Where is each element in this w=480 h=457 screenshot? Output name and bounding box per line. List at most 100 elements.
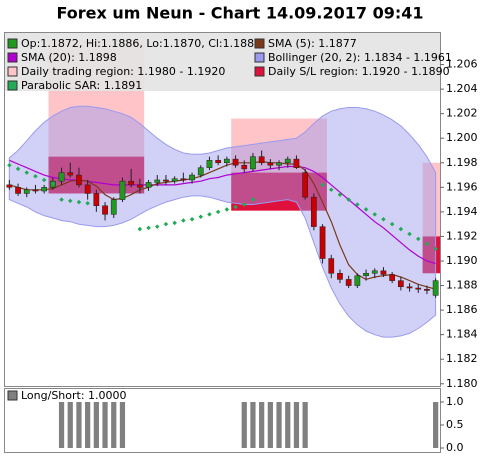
chart-title: Forex um Neun - Chart 14.09.2017 09:41 [56,4,423,23]
y-tick-label: 1.204 [446,82,478,95]
candle-body [371,270,378,274]
legend-label: Op:1.1872, Hi:1.1886, Lo:1.1870, Cl:1.18… [21,37,261,50]
candle-body [76,174,82,186]
candle-body [119,180,126,200]
bar [111,402,117,448]
sar-dot [85,201,90,206]
y-tick-label: 0.0 [446,441,464,454]
candle-body [397,280,404,288]
candle-body [284,158,291,164]
overlay-layer: 1.180 1.182 1.184 1.186 1.188 1.190 1.192 1.194… [5,33,478,454]
legend-label: Daily S/L region: 1.1920 - 1.1890 [268,65,450,78]
y-tick-label: 1.182 [446,352,478,365]
candle-body [41,187,48,192]
candle-body [250,156,256,170]
candle-body [171,178,178,182]
y-tick-label: 1.198 [446,156,478,169]
sar-dot [433,246,438,251]
bar [58,402,65,448]
candle-body [189,174,195,181]
sar-dot [320,182,325,188]
candle-body [223,158,230,164]
candle-body [32,189,39,192]
legend-swatch [7,390,18,401]
sar-dot [33,174,38,179]
sar-dot [67,198,73,204]
candle-body [145,182,152,188]
sar-dot [363,207,369,212]
candle-body [215,160,222,164]
bar [119,402,126,448]
candle-body [93,193,100,206]
candle-body [310,196,317,227]
legend-swatch [254,66,265,77]
y-tick-label: 1.194 [446,205,478,218]
legend-label: SMA (20): 1.1898 [21,51,117,64]
sar-dot [389,221,395,227]
candle-body [302,172,309,198]
candle-body [67,172,74,176]
candle-body [136,184,143,188]
bar [259,402,265,448]
legend-swatch [7,80,18,91]
bar [267,402,273,448]
legend-swatch [254,52,265,63]
sar-dot [407,231,412,237]
bar [302,402,308,448]
legend-box [5,33,440,91]
candle-body [337,273,343,280]
y-tick-label: 1.202 [446,107,478,120]
sar-dot [41,177,47,183]
candle-body [197,167,204,176]
legend-label: Long/Short: 1.0000 [21,389,127,402]
candle-body [6,184,13,188]
bar [93,402,99,448]
sar-dot [415,236,421,242]
sar-dot [76,199,82,205]
candle-body [345,279,352,286]
legend-label: Parabolic SAR: 1.1891 [21,79,142,92]
candle-body [154,179,161,183]
candle-body [363,273,369,276]
candle-body [424,288,430,291]
candle-body [354,275,361,286]
candle-body [432,280,439,296]
candle-body [415,287,422,290]
y-tick-label: 1.200 [446,131,478,144]
candle-body [319,226,326,259]
candle-body [84,184,91,194]
y-tick-label: 1.190 [446,254,478,267]
candle-body [232,158,239,166]
sar-dot [59,197,64,202]
y-tick-label: 1.192 [446,229,478,242]
candle-body [163,179,169,182]
legend-swatch [7,38,18,49]
y-tick-label: 1.0 [446,395,464,408]
y-tick-label: 1.206 [446,58,478,71]
bar [241,402,247,448]
bar [76,402,82,448]
plot-area [6,40,440,338]
candle-body [241,164,248,170]
y-tick-label: 1.180 [446,377,478,390]
y-tick-label: 1.186 [446,303,478,316]
legend-label: SMA (5): 1.1877 [268,37,357,50]
candle-body [380,270,387,275]
legend-swatch [254,38,265,49]
bar [102,402,108,448]
legend-swatch [7,66,18,77]
legend-label: Bollinger (20, 2): 1.1834 - 1.1961 [268,51,452,64]
candle-body [258,156,265,164]
candle-body [276,162,282,166]
bollinger-band [8,105,437,338]
candle-body [389,274,396,281]
bar [293,402,300,448]
candle-body [180,178,187,181]
region-zone [48,156,145,194]
legend-label: Daily trading region: 1.1980 - 1.1920 [21,65,225,78]
candle-body [267,162,274,166]
candle-body [102,205,108,215]
bar [433,402,439,448]
bar [276,402,282,448]
